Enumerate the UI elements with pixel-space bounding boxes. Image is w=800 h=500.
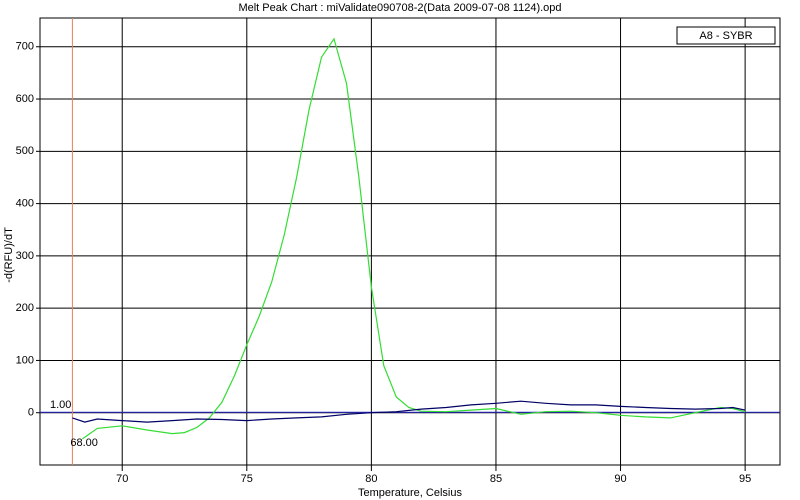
y-tick-label: 100: [16, 354, 34, 366]
x-tick-label: 80: [365, 473, 377, 485]
y-tick-label: 700: [16, 41, 34, 53]
x-marker-label: 68.00: [70, 437, 98, 449]
legend-title: A8 - SYBR: [699, 30, 752, 42]
y-axis-label: -d(RFU)/dT: [3, 227, 15, 283]
y-tick-label: 300: [16, 250, 34, 262]
y-tick-label: 200: [16, 302, 34, 314]
series-line: [82, 37, 746, 440]
y-tick-label: 0: [28, 407, 34, 419]
y-tick-label: 500: [16, 145, 34, 157]
x-tick-label: 95: [739, 473, 751, 485]
chart-title: Melt Peak Chart : miValidate090708-2(Dat…: [238, 2, 561, 14]
y-tick-label: 400: [16, 198, 34, 210]
threshold-label: 1.00: [50, 399, 71, 411]
series-line: [72, 400, 746, 423]
x-tick-label: 85: [490, 473, 502, 485]
plot-area: [39, 17, 781, 466]
x-axis-label: Temperature, Celsius: [358, 487, 462, 499]
legend-box: [676, 26, 776, 45]
x-tick-label: 70: [116, 473, 128, 485]
y-tick-label: 600: [16, 93, 34, 105]
x-tick-label: 75: [241, 473, 253, 485]
x-tick-label: 90: [614, 473, 626, 485]
